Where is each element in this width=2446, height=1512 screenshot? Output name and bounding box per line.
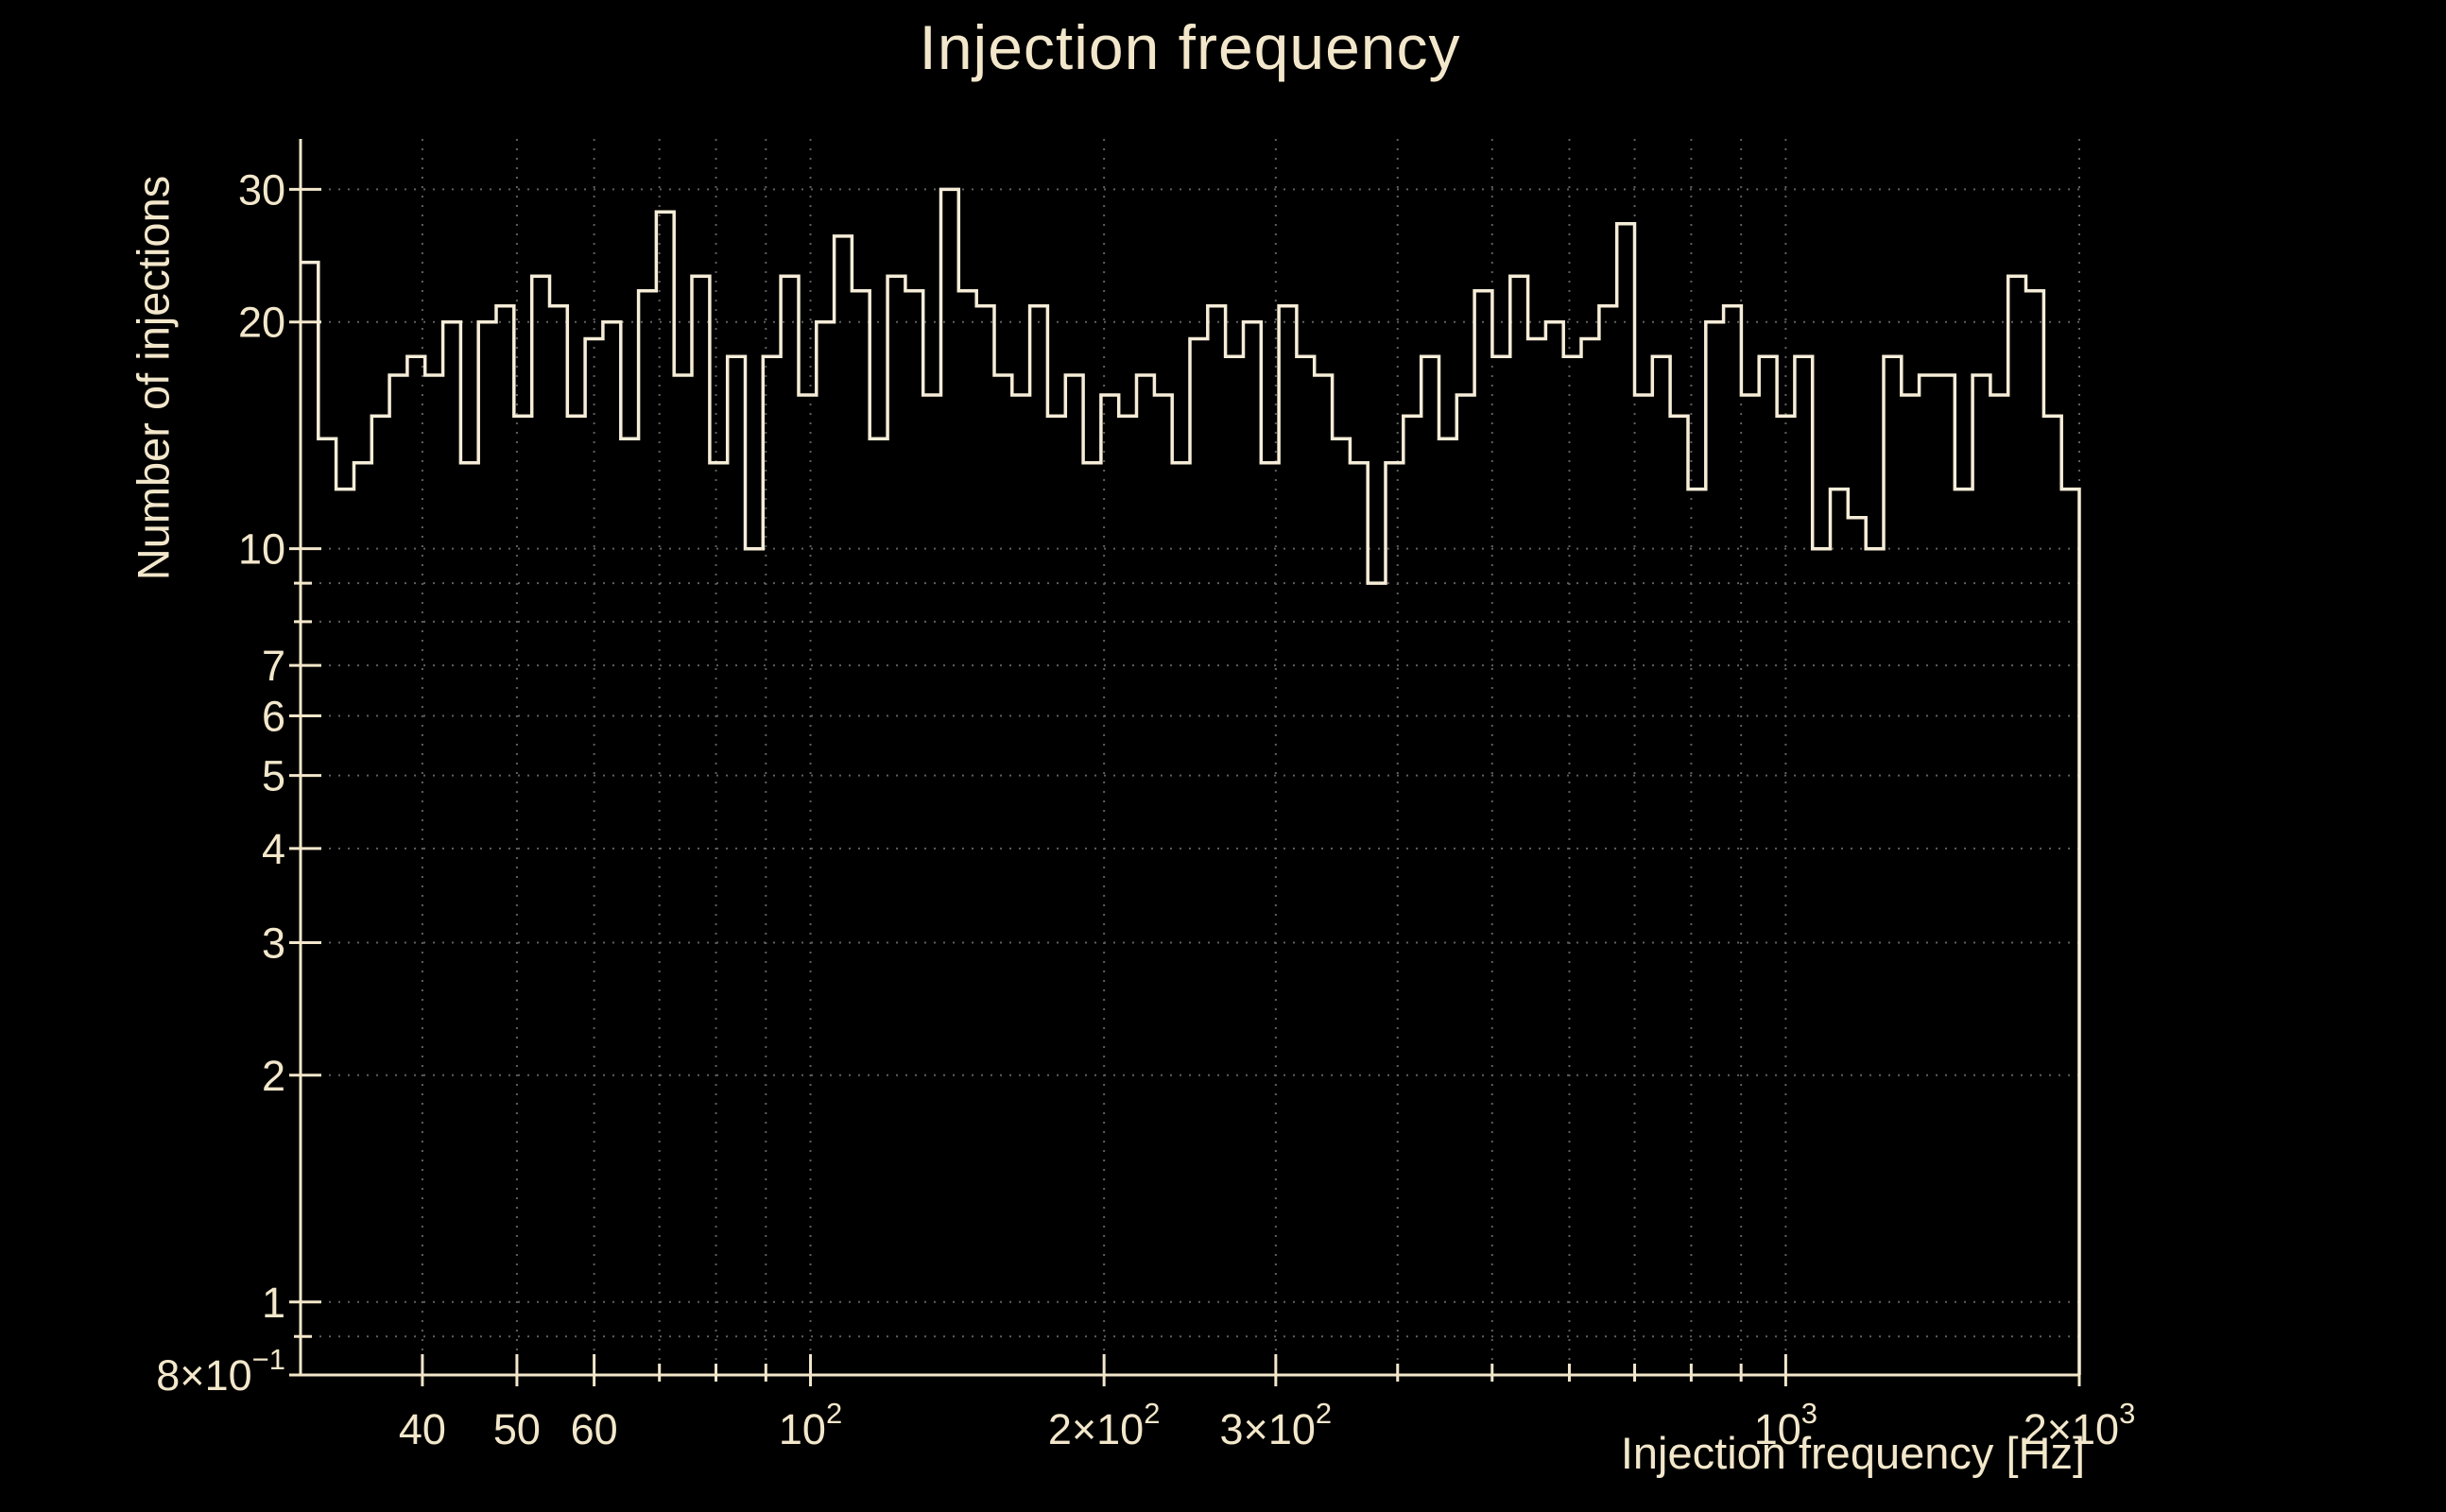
y-tick-label: 6 [262,693,285,741]
y-tick-label: 20 [238,299,285,347]
y-tick-label: 7 [262,642,285,690]
y-tick-label: 1 [262,1279,285,1327]
axes [299,139,2079,1377]
x-tick-label: 50 [493,1405,541,1453]
y-tick-label: 8×10−1 [156,1343,285,1400]
x-tick-label: 102 [779,1397,842,1453]
y-tick-label: 10 [238,525,285,574]
x-tick-label: 2×103 [2024,1397,2136,1453]
y-tick-label: 30 [238,165,285,214]
x-axis-label: Injection frequency [Hz] [1620,1428,2085,1478]
y-tick-label: 5 [262,752,285,800]
ticks [289,187,2081,1386]
x-tick-label: 3×102 [1220,1397,1333,1453]
x-tick-labels: 40 50 60 102 2×102 3×102 103 2×103 [399,1397,2135,1453]
y-tick-labels: 30 20 10 76 5 4 3 2 1 8×10−1 [156,165,285,1400]
y-tick-label: 3 [262,919,285,967]
x-tick-label: 40 [399,1405,446,1453]
x-tick-label: 2×102 [1048,1397,1161,1453]
y-tick-label: 4 [262,825,285,873]
x-tick-label: 60 [571,1405,618,1453]
chart-title: Injection frequency [919,12,1461,82]
y-tick-label: 2 [262,1052,285,1100]
x-tick-label: 103 [1754,1397,1817,1453]
gridlines [301,139,2080,1375]
histogram-step-line [301,187,2081,1375]
